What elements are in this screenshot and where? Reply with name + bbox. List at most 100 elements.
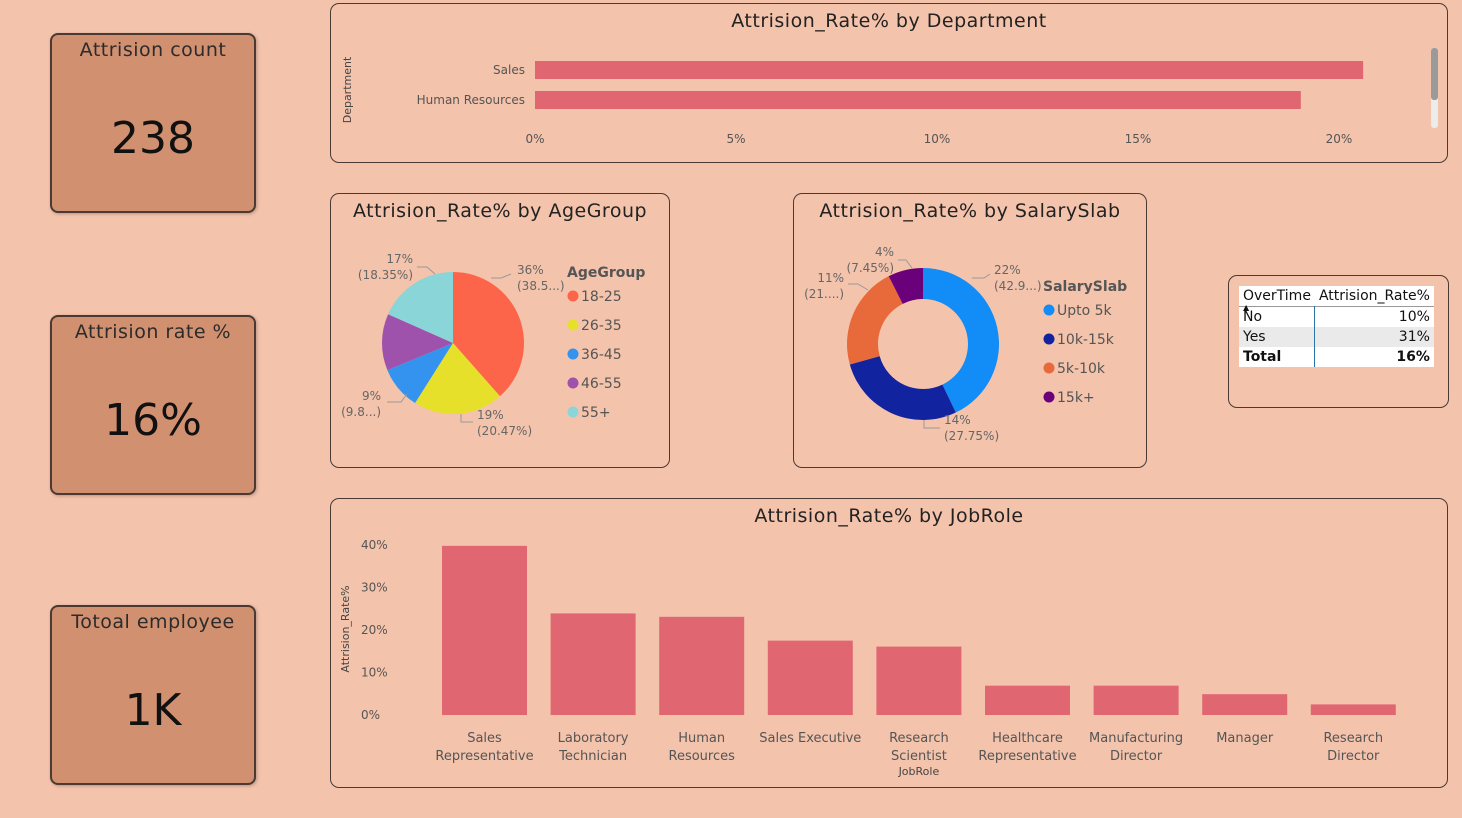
leader-line	[972, 273, 991, 279]
x-tick-label: 0%	[525, 132, 544, 146]
bar-sales	[535, 61, 1364, 79]
table-header-row: OverTime ▲ Attrision_Rate%	[1239, 286, 1434, 312]
y-tick-label: 10%	[361, 666, 388, 680]
legend-item: 5k-10k	[1057, 361, 1106, 377]
x-tick-label: Laboratory	[558, 731, 629, 746]
slice-5k-10k	[847, 276, 903, 365]
bar-sales-representative	[442, 545, 527, 715]
slice-36-45	[387, 343, 453, 404]
x-tick-label: 20%	[1326, 132, 1353, 146]
x-tick-label: 5%	[726, 132, 745, 146]
data-label: (42.9...)	[994, 279, 1042, 293]
slice-46-55	[382, 314, 453, 371]
chart-title: Attrision_Rate% by Department	[731, 10, 1047, 32]
data-label: 17%	[386, 252, 413, 266]
x-tick-label: Director	[1327, 749, 1380, 764]
x-tick-label: Technician	[558, 749, 627, 764]
x-tick-label: Manager	[1216, 731, 1274, 746]
kpi-value: 238	[111, 113, 195, 164]
x-tick-label: Research	[889, 731, 949, 746]
bar-healthcare-representative	[985, 685, 1070, 715]
slice-18-25	[453, 272, 524, 397]
leader-line	[923, 420, 940, 429]
chart-title: Attrision_Rate% by SalarySlab	[819, 200, 1121, 222]
x-tick-label: Representative	[978, 749, 1076, 764]
overtime-table-panel[interactable]: OverTime ▲ Attrision_Rate% No 10% Yes 31%…	[1228, 275, 1449, 408]
scrollbar-thumb[interactable]	[1431, 48, 1438, 100]
bar-human-resources	[659, 616, 745, 715]
slice-26-35	[415, 343, 500, 414]
table-row: Yes 31%	[1239, 327, 1434, 347]
legend-marker-icon	[567, 406, 579, 418]
data-label: 22%	[994, 263, 1021, 277]
legend-item: 18-25	[581, 289, 622, 305]
legend-item: 15k+	[1057, 390, 1095, 406]
x-axis-label: JobRole	[898, 765, 940, 778]
y-tick-label: Human Resources	[417, 93, 525, 107]
kpi-card-total-employee: Totoal employee 1K	[50, 605, 256, 785]
x-tick-label: Sales	[467, 731, 502, 746]
legend-title: AgeGroup	[567, 265, 645, 281]
legend-title: SalarySlab	[1043, 279, 1127, 295]
data-label: 9%	[362, 389, 381, 403]
bar-human-resources	[535, 91, 1301, 109]
kpi-value: 16%	[104, 395, 202, 446]
slice-55-	[388, 272, 453, 343]
data-label: 19%	[477, 408, 504, 422]
bar-sales-executive	[767, 640, 853, 715]
x-tick-label: Resources	[669, 749, 736, 764]
column-header-overtime[interactable]: OverTime ▲	[1243, 288, 1311, 312]
salaryslab-donut-chart: SalarySlab Upto 5k 10k-15k 5k-10k 15k+ 22% (42…	[804, 245, 1127, 443]
table-total-row: Total 16%	[1239, 347, 1434, 367]
leader-line	[491, 273, 512, 279]
table-cell: 16%	[1396, 349, 1430, 365]
table-cell: No	[1239, 306, 1316, 327]
bar-manager	[1202, 694, 1288, 715]
legend-marker-icon	[567, 319, 579, 331]
bar-research-director	[1310, 704, 1396, 715]
leader-line	[848, 283, 869, 291]
x-tick-label: Human	[678, 731, 725, 746]
bar-research-scientist	[876, 646, 962, 715]
department-chart: Department 0% 5% 10% 15% 20% Sales Human Resou…	[341, 48, 1438, 146]
salaryslab-chart-panel[interactable]: Attrision_Rate% by SalarySlab SalarySlab…	[793, 193, 1147, 468]
table-cell: Yes	[1239, 327, 1316, 347]
kpi-title: Attrision rate %	[74, 321, 232, 343]
department-chart-panel[interactable]: Attrision_Rate% by Department Department…	[330, 3, 1448, 163]
slice-15k-	[888, 268, 923, 304]
leader-line	[460, 414, 473, 423]
jobrole-chart-panel[interactable]: Attrision_Rate% by JobRole Attrision_Rat…	[330, 498, 1448, 788]
kpi-title: Attrision count	[79, 39, 227, 61]
data-label: (18.35%)	[358, 268, 413, 282]
x-tick-label: Representative	[435, 749, 533, 764]
y-tick-label: 30%	[361, 581, 388, 595]
agegroup-chart-panel[interactable]: Attrision_Rate% by AgeGroup AgeGroup 18-2…	[330, 193, 670, 468]
y-tick-label: 20%	[361, 623, 388, 637]
sort-ascending-icon[interactable]: ▲	[1243, 303, 1250, 312]
x-tick-label: Research	[1323, 731, 1383, 746]
legend-item: 55+	[581, 405, 611, 421]
legend-item: 36-45	[581, 347, 622, 363]
leader-line	[898, 259, 913, 269]
jobrole-bar-chart: Attrision_Rate% 0% 10% 20% 30% 40% Sales Repre…	[339, 538, 1396, 778]
data-label: 14%	[944, 413, 971, 427]
kpi-card-attrition-count: Attrision count 238	[50, 33, 256, 213]
legend-item: 10k-15k	[1057, 332, 1115, 348]
data-label: 11%	[817, 271, 844, 285]
legend-marker-icon	[567, 377, 579, 389]
data-label: (21....)	[804, 287, 844, 301]
y-tick-label: 0%	[361, 708, 380, 722]
kpi-title: Totoal employee	[71, 611, 235, 633]
x-tick-label: Manufacturing	[1089, 731, 1183, 746]
legend-marker-icon	[1043, 391, 1055, 403]
leader-line	[417, 266, 436, 275]
x-tick-label: Healthcare	[992, 731, 1063, 746]
data-label: (9.8...)	[341, 405, 381, 419]
data-label: 4%	[875, 245, 894, 259]
slice-10k-15k	[849, 356, 956, 420]
table-cell: 10%	[1398, 309, 1430, 325]
y-tick-label: Sales	[493, 63, 525, 77]
column-header-rate[interactable]: Attrision_Rate%	[1318, 288, 1430, 304]
data-label: (27.75%)	[944, 429, 999, 443]
y-axis-label: Attrision_Rate%	[339, 585, 352, 672]
